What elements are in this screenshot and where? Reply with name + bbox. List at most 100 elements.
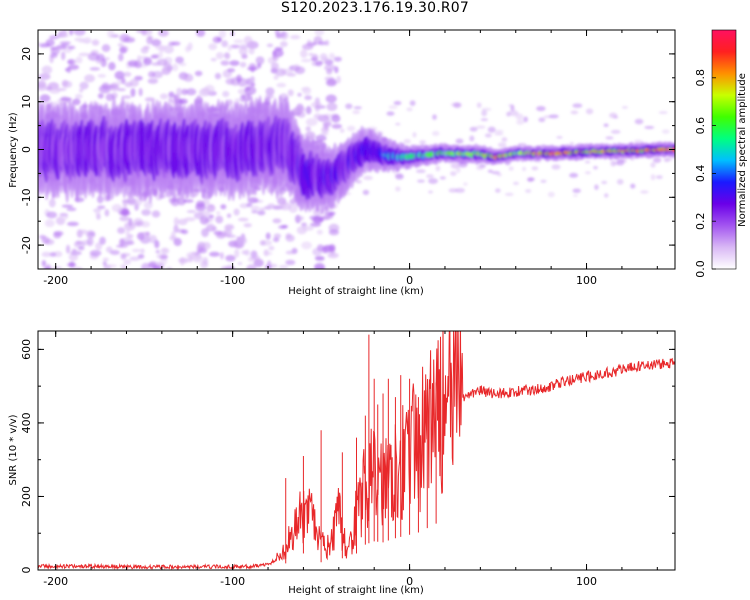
spectrogram-noise-blob [531, 166, 539, 171]
spectrogram-noise-blob [61, 34, 70, 38]
spectrogram-noise-blob [254, 255, 261, 265]
spectrogram-noise-blob [68, 253, 79, 261]
spectrogram-noise-blob [119, 215, 130, 222]
spectrogram-noise-blob [88, 232, 96, 236]
spectrogram-noise-blob [234, 98, 245, 102]
spectrogram-noise-blob [415, 169, 426, 174]
spectrogram-noise-blob [168, 91, 175, 98]
spectrogram-noise-blob [239, 61, 247, 68]
spectrogram-noise-blob [95, 59, 104, 65]
spectrogram-noise-blob [633, 139, 643, 144]
spectrogram-noise-blob [395, 186, 401, 192]
spectrogram-noise-blob [140, 30, 153, 36]
spectrogram-noise-blob [202, 242, 211, 250]
spectrogram-noise-blob [523, 116, 528, 123]
spectrogram-noise-blob [495, 188, 501, 193]
spectrogram-noise-blob [140, 235, 151, 244]
spectrogram-x-label: Height of straight line (km) [288, 286, 424, 297]
spectrogram-noise-blob [186, 210, 197, 214]
spectrogram-noise-blob [241, 250, 247, 255]
spectrogram-noise-blob [124, 221, 136, 231]
spectrogram-noise-blob [242, 93, 252, 102]
spectrogram-noise-blob [487, 126, 496, 133]
spectrogram-noise-blob [314, 30, 325, 36]
spectrogram-noise-blob [147, 71, 156, 78]
spectrogram-noise-blob [320, 132, 329, 136]
spectrogram-noise-blob [661, 129, 670, 134]
spectrogram-noise-blob [206, 223, 215, 231]
spectrogram-noise-blob [312, 215, 324, 224]
spectrogram-noise-blob [60, 51, 66, 61]
spectrogram-y-label: Frequency (Hz) [8, 112, 19, 188]
spectrogram-noise-blob [246, 77, 252, 86]
spectrogram-noise-blob [501, 137, 508, 142]
spectrogram-noise-blob [201, 228, 209, 238]
spectrogram-noise-blob [216, 211, 221, 216]
spectrogram-noise-blob [117, 227, 126, 234]
spectrogram-noise-blob [316, 229, 323, 235]
spectrogram-noise-blob [73, 30, 86, 36]
spectrogram-noise-blob [122, 95, 132, 99]
spectrogram-x-tick-label: 0 [406, 274, 413, 287]
spectrogram-noise-blob [616, 178, 624, 185]
snr-y-tick-label: 400 [20, 412, 33, 433]
spectrogram-noise-blob [44, 219, 55, 228]
spectrogram-marks [38, 30, 675, 269]
spectrogram-noise-blob [186, 88, 197, 96]
spectrogram-noise-blob [210, 57, 217, 62]
spectrogram-noise-blob [186, 252, 197, 259]
spectrogram-noise-blob [300, 58, 312, 63]
colorbar-ticks: 0.0 0.2 0.4 0.6 0.8 [694, 69, 716, 278]
spectrogram-noise-blob [259, 207, 266, 211]
spectrogram-noise-blob [97, 93, 104, 99]
spectrogram-noise-blob [73, 266, 83, 269]
spectrogram-noise-blob [236, 236, 242, 240]
spectrogram-noise-blob [123, 259, 131, 265]
spectrogram-noise-blob [118, 53, 124, 62]
spectrogram-noise-blob [297, 92, 302, 97]
spectrogram-noise-blob [108, 61, 116, 71]
spectrogram-noise-blob [45, 38, 55, 47]
spectrogram-noise-blob [352, 110, 360, 115]
spectrogram-noise-blob [469, 135, 475, 142]
spectrogram-noise-blob [233, 208, 240, 216]
spectrogram-noise-blob [216, 37, 222, 42]
spectrogram-noise-blob [512, 181, 520, 185]
spectrogram-noise-blob [333, 56, 342, 62]
snr-x-tick-label: -200 [43, 575, 68, 588]
spectrogram-noise-blob [104, 209, 110, 217]
spectrogram-noise-blob [634, 118, 644, 125]
spectrogram-noise-blob [322, 121, 332, 128]
spectrogram-noise-blob [572, 188, 581, 194]
spectrogram-y-tick-label: -10 [20, 188, 33, 206]
spectrogram-noise-blob [250, 205, 260, 212]
spectrogram-noise-blob [547, 191, 555, 198]
spectrogram-x-tick-label: 100 [576, 274, 597, 287]
spectrogram-noise-blob [151, 54, 159, 59]
spectrogram-noise-blob [257, 210, 266, 216]
spectrogram-noise-blob [301, 241, 312, 250]
spectrogram-noise-blob [593, 165, 598, 170]
spectrogram-noise-blob [285, 259, 296, 266]
spectrogram-noise-blob [250, 76, 255, 84]
spectrogram-noise-blob [170, 231, 176, 240]
spectrogram-noise-blob [38, 83, 48, 92]
spectrogram-noise-blob [129, 78, 139, 87]
spectrogram-noise-blob [218, 30, 227, 39]
spectrogram-noise-blob [119, 46, 127, 54]
spectrogram-noise-blob [311, 53, 319, 62]
spectrogram-noise-blob [569, 141, 575, 146]
spectrogram-noise-blob [55, 44, 67, 50]
spectrogram-noise-blob [388, 105, 398, 110]
spectrogram-noise-blob [111, 82, 121, 87]
spectrogram-noise-blob [281, 224, 289, 229]
spectrogram-noise-blob [609, 112, 618, 119]
spectrogram-noise-blob [393, 101, 402, 106]
snr-x-tick-label: 0 [406, 575, 413, 588]
spectrogram-noise-blob [38, 73, 51, 81]
spectrogram-noise-blob [308, 52, 314, 57]
spectrogram-noise-blob [168, 41, 176, 46]
spectrogram-noise-blob [105, 93, 115, 102]
spectrogram-noise-blob [294, 105, 306, 114]
